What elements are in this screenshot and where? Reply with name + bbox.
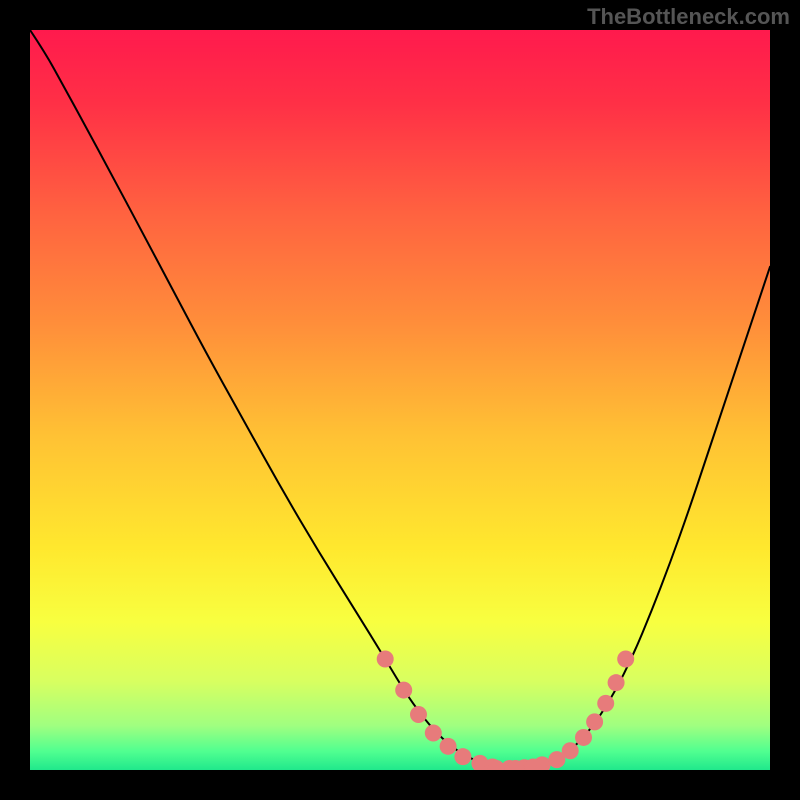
chart-container: TheBottleneck.com xyxy=(0,0,800,800)
watermark-text: TheBottleneck.com xyxy=(587,4,790,30)
data-marker xyxy=(562,742,579,759)
data-marker xyxy=(395,682,412,699)
gradient-background xyxy=(30,30,770,770)
data-marker xyxy=(425,725,442,742)
data-marker xyxy=(608,674,625,691)
data-marker xyxy=(597,695,614,712)
data-marker xyxy=(440,738,457,755)
data-marker xyxy=(617,651,634,668)
plot-area xyxy=(30,30,770,770)
data-marker xyxy=(586,713,603,730)
data-marker xyxy=(575,729,592,746)
data-marker xyxy=(454,748,471,765)
data-marker xyxy=(410,706,427,723)
data-marker xyxy=(377,651,394,668)
